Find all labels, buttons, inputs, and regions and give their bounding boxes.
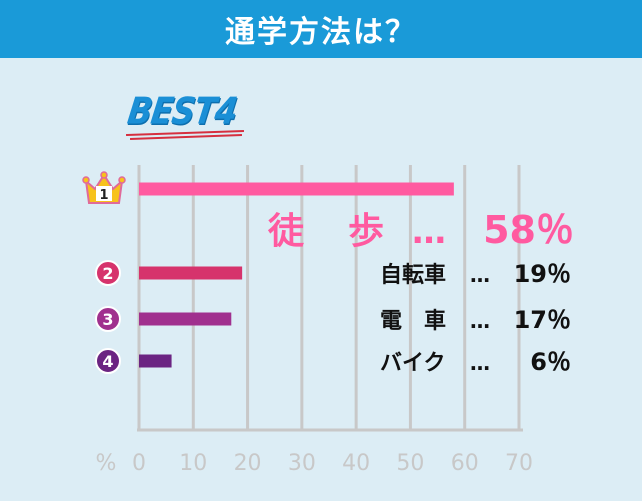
x-tick-label: 20 [234,451,262,476]
rank-circle-icon [95,306,121,332]
chart-title: 通学方法は？ [225,15,417,50]
data-label-name: 徒 歩 [267,211,388,252]
bar-3 [139,312,232,326]
x-tick-label: 40 [342,451,370,476]
data-label-value: 6％ [530,348,571,376]
x-tick-label: 60 [451,451,479,476]
x-tick-label: 30 [288,451,316,476]
bar-2 [139,266,243,280]
data-label-name: 自転車 [380,262,446,288]
bar-4 [139,354,172,368]
rank-number: 2 [102,264,113,283]
data-label-dots: … [412,212,446,252]
data-label-value: 58％ [483,208,574,252]
data-label-dots: … [470,263,490,287]
rank-circle-icon [95,348,121,374]
x-unit-label: % [96,451,117,476]
rank-number: 1 [99,188,108,203]
data-label-name: 電 車 [380,309,446,334]
rank-circle-icon [95,260,121,286]
bar-1 [139,182,454,196]
data-label-value: 17％ [514,306,571,334]
data-label-value: 19％ [514,260,571,288]
x-tick-label: 0 [132,451,146,476]
x-tick-label: 10 [179,451,207,476]
title-banner: 通学方法は？ [0,0,642,58]
rank-number: 4 [102,352,113,371]
data-label-dots: … [470,309,490,333]
data-label-dots: … [470,351,490,375]
x-tick-label: 50 [396,451,424,476]
crown-icon [82,171,126,204]
data-label-name: バイク [380,351,446,376]
rank-number: 3 [102,310,113,329]
x-tick-label: 70 [505,451,533,476]
